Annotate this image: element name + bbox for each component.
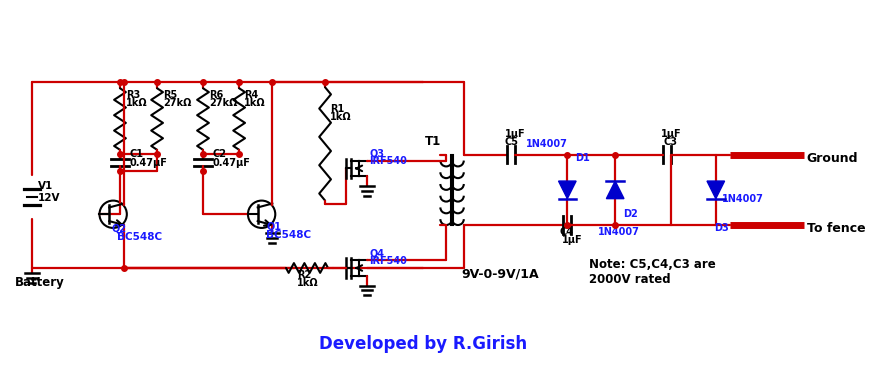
Text: C5: C5 — [505, 137, 519, 147]
Text: IRF540: IRF540 — [369, 156, 407, 167]
Text: Q3: Q3 — [369, 149, 384, 159]
Text: Note: C5,C4,C3 are
2000V rated: Note: C5,C4,C3 are 2000V rated — [588, 258, 716, 286]
Text: D3: D3 — [714, 223, 729, 233]
Text: R5: R5 — [163, 90, 177, 100]
Polygon shape — [606, 181, 624, 199]
Text: 1N4007: 1N4007 — [722, 193, 764, 204]
Text: C4: C4 — [560, 227, 574, 237]
Text: V1: V1 — [38, 181, 53, 191]
Text: 1kΩ: 1kΩ — [330, 112, 352, 121]
Text: R2: R2 — [297, 270, 311, 280]
Text: C2: C2 — [213, 149, 227, 159]
Polygon shape — [559, 181, 576, 199]
Text: 1μF: 1μF — [561, 235, 582, 244]
Text: Q2: Q2 — [111, 224, 126, 234]
Text: D2: D2 — [623, 209, 638, 219]
Text: 0.47μF: 0.47μF — [213, 159, 251, 168]
Text: 1μF: 1μF — [505, 129, 525, 139]
Text: Q4: Q4 — [369, 248, 384, 258]
Text: 1N4007: 1N4007 — [597, 227, 639, 237]
Text: Battery: Battery — [15, 276, 64, 288]
Text: 1μF: 1μF — [661, 129, 681, 139]
Text: 1kΩ: 1kΩ — [125, 98, 147, 108]
Text: 1kΩ: 1kΩ — [297, 277, 319, 288]
Text: R3: R3 — [125, 90, 140, 100]
Text: T1: T1 — [424, 135, 441, 148]
Text: 27kΩ: 27kΩ — [163, 98, 191, 108]
Polygon shape — [707, 181, 724, 199]
Text: Q1: Q1 — [267, 222, 282, 232]
Text: 9V-0-9V/1A: 9V-0-9V/1A — [462, 268, 539, 281]
Text: BC548C: BC548C — [117, 232, 162, 241]
Text: To fence: To fence — [807, 222, 866, 235]
Text: C3: C3 — [663, 137, 677, 147]
Text: 1kΩ: 1kΩ — [244, 98, 266, 108]
Text: R1: R1 — [330, 104, 345, 114]
Text: D1: D1 — [575, 153, 590, 163]
Text: R4: R4 — [244, 90, 259, 100]
Text: 12V: 12V — [38, 193, 61, 203]
Text: BC548C: BC548C — [267, 230, 311, 240]
Text: R6: R6 — [209, 90, 223, 100]
Text: 27kΩ: 27kΩ — [209, 98, 238, 108]
Text: IRF540: IRF540 — [369, 256, 407, 266]
Text: Developed by R.Girish: Developed by R.Girish — [318, 335, 527, 353]
Text: Ground: Ground — [807, 152, 858, 165]
Text: C1: C1 — [130, 149, 144, 159]
Text: 0.47μF: 0.47μF — [130, 159, 168, 168]
Text: 1N4007: 1N4007 — [526, 139, 568, 149]
